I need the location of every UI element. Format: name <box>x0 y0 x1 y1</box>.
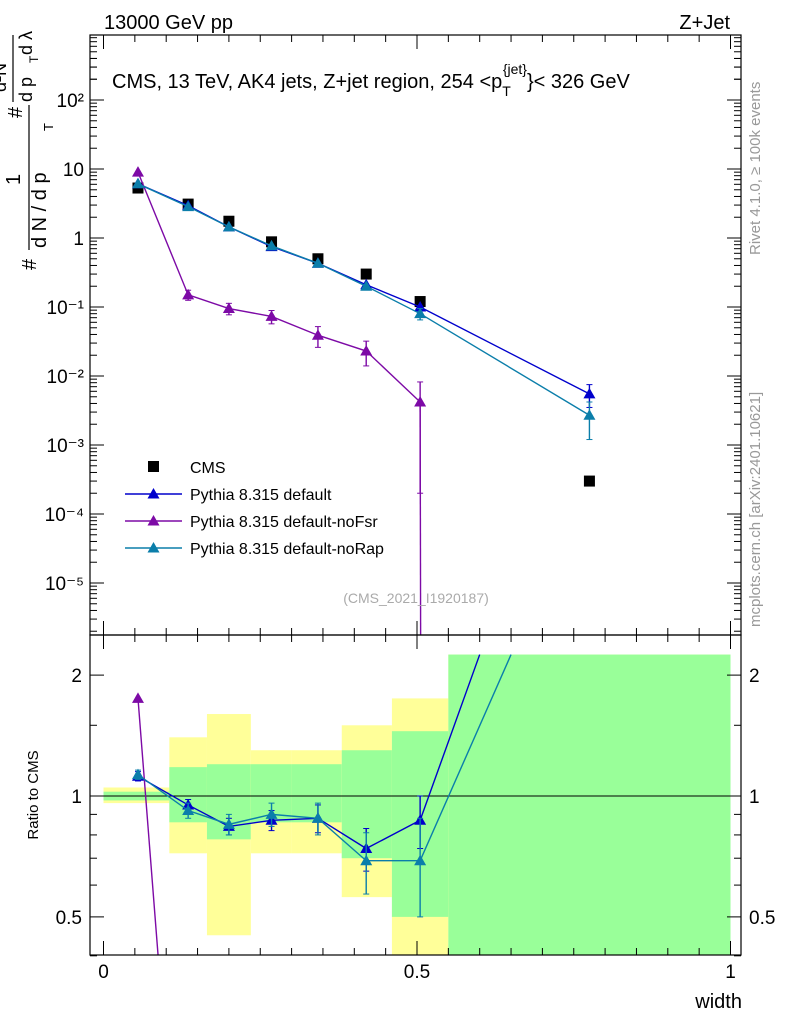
ratio-point <box>131 768 144 780</box>
x-tick-label: 0 <box>98 962 109 983</box>
main-plot-frame <box>89 34 742 636</box>
ratio-point <box>311 812 324 823</box>
legend-item: CMS <box>148 460 226 477</box>
y-tick-label: 10⁻³ <box>47 436 85 457</box>
legend: CMS Pythia 8.315 default Pythia 8.315 defa… <box>125 460 384 558</box>
ratio-y-tick-label-right: 2 <box>749 666 760 687</box>
main-y-axis-label: #1 d N / d p T # d²N d p Td λ <box>0 31 56 270</box>
ratio-line <box>137 654 512 862</box>
ylabel-dn-dpt: d N / d p <box>29 172 51 248</box>
ratio-point <box>182 804 195 816</box>
legend-item: Pythia 8.315 default-noFsr <box>125 514 378 531</box>
ylabel-dlambda: d λ <box>16 31 36 55</box>
series-pythia-8-315-default-nofsr <box>131 166 427 635</box>
legend-marker <box>147 488 160 499</box>
ratio-y-tick-label-right: 1 <box>749 787 760 808</box>
mc-data-point <box>414 395 427 407</box>
ratio-y-tick-label: 1 <box>71 787 82 808</box>
mc-data-point <box>222 302 235 314</box>
mc-data-point <box>583 409 596 420</box>
main-plot-area <box>131 166 596 635</box>
cms-data-point <box>360 268 372 280</box>
legend-marker <box>147 515 160 526</box>
main-title: CMS, 13 TeV, AK4 jets, Z+jet region, 254… <box>112 61 630 99</box>
ylabel-hash-2: # <box>5 106 27 118</box>
mc-data-point <box>583 387 596 399</box>
legend-item: Pythia 8.315 default <box>125 487 332 504</box>
legend-label: Pythia 8.315 default <box>190 487 332 504</box>
ratio-plot-area <box>131 654 512 955</box>
x-tick-label: 1 <box>725 962 736 983</box>
y-tick-label: 10 <box>63 160 84 181</box>
cms-data-point <box>583 475 595 487</box>
ratio-y-tick-label: 0.5 <box>56 908 82 929</box>
ylabel-t-sub-2: T <box>27 55 41 63</box>
mc-data-point <box>182 200 195 212</box>
mc-data-point <box>414 307 427 319</box>
axis-ticks: 10⁻⁵ 10⁻⁴ 10⁻³ 10⁻² 10⁻¹ 1 10 10² 0 0.5 1 0.5 0.5 1 1 2… <box>45 35 775 983</box>
legend-label: Pythia 8.315 default-noRap <box>190 541 384 558</box>
y-tick-label: 10⁻⁵ <box>45 574 84 595</box>
ratio-point <box>360 854 373 866</box>
mc-data-point <box>360 280 373 291</box>
mc-data-point <box>311 329 324 340</box>
ratio-point <box>131 692 144 703</box>
ratio-y-tick-label: 2 <box>71 666 82 687</box>
mcplots-label: mcplots.cern.ch [arXiv:2401.10621] <box>747 392 764 627</box>
series-line <box>137 183 590 416</box>
legend-label: CMS <box>190 460 226 477</box>
ratio-point <box>414 854 427 866</box>
ratio-point <box>265 808 278 819</box>
mc-data-point <box>182 288 195 300</box>
y-tick-label: 10⁻² <box>47 367 85 388</box>
series-pythia-8-315-default <box>131 177 596 408</box>
analysis-watermark: (CMS_2021_I1920187) <box>343 590 489 606</box>
legend-marker <box>147 542 160 553</box>
series-pythia-8-315-default-norap <box>131 177 596 441</box>
mc-data-point <box>131 166 144 177</box>
mc-data-point <box>222 220 235 232</box>
ratio-line <box>137 654 481 850</box>
series-line <box>137 171 421 403</box>
ratio-series-pythia-8-315-default-nofsr <box>131 692 159 955</box>
legend-item: Pythia 8.315 default-noRap <box>125 541 384 558</box>
mc-data-point <box>311 257 324 268</box>
process-label: Z+Jet <box>679 12 730 34</box>
ratio-series-pythia-8-315-default-norap <box>131 654 512 918</box>
mc-data-point <box>131 177 144 189</box>
ylabel-t-sub: T <box>41 123 56 131</box>
x-axis-label: width <box>694 991 742 1013</box>
ylabel-one: 1 <box>3 174 25 185</box>
x-tick-label: 0.5 <box>404 962 430 983</box>
y-tick-label: 10⁻¹ <box>47 298 85 319</box>
ratio-y-axis-label: Ratio to CMS <box>25 750 42 839</box>
ylabel-hash: # <box>19 258 41 270</box>
ylabel-dpt: d p <box>16 77 36 102</box>
mc-data-point <box>265 310 278 321</box>
y-tick-label: 10² <box>57 91 84 112</box>
legend-label: Pythia 8.315 default-noFsr <box>190 514 378 531</box>
ratio-point <box>222 818 235 829</box>
legend-marker <box>148 461 159 472</box>
series-cms <box>132 182 595 487</box>
y-tick-label: 1 <box>73 229 84 250</box>
ylabel-d2n: d²N <box>0 63 10 92</box>
mc-data-point <box>265 239 278 251</box>
ratio-plot-frame <box>89 634 742 956</box>
green-band <box>448 654 731 955</box>
mc-data-point <box>360 345 373 356</box>
energy-label: 13000 GeV pp <box>104 12 233 34</box>
ratio-line <box>137 698 159 955</box>
ratio-y-tick-label-right: 0.5 <box>749 908 775 929</box>
y-tick-label: 10⁻⁴ <box>45 505 84 526</box>
rivet-label: Rivet 4.1.0, ≥ 100k events <box>747 82 764 255</box>
green-band <box>291 764 342 823</box>
